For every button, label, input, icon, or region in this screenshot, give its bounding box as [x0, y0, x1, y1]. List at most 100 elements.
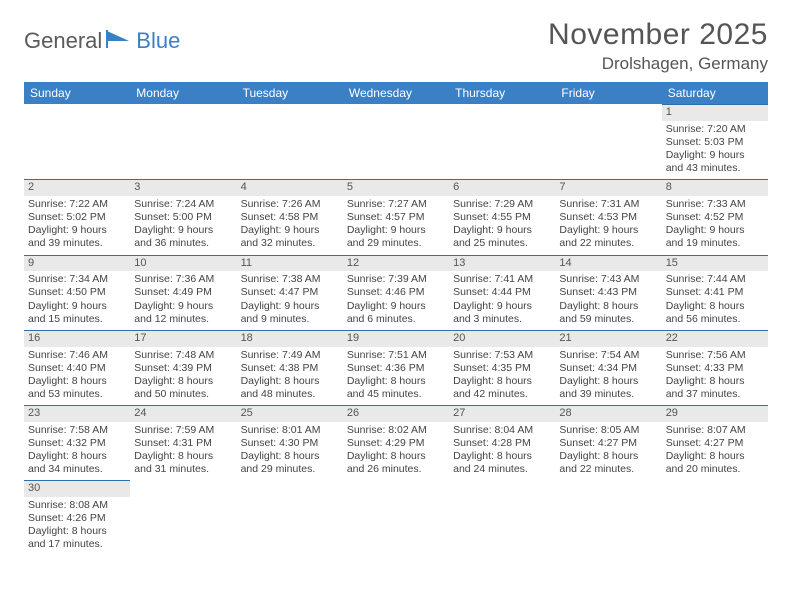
day-header: Friday — [555, 82, 661, 104]
calendar-week: 23Sunrise: 7:58 AMSunset: 4:32 PMDayligh… — [24, 405, 768, 480]
calendar-cell: 7Sunrise: 7:31 AMSunset: 4:53 PMDaylight… — [555, 179, 661, 254]
sunrise-line: Sunrise: 8:05 AM — [559, 424, 657, 437]
day-number: 4 — [237, 179, 343, 196]
day-details: Sunrise: 7:51 AMSunset: 4:36 PMDaylight:… — [343, 347, 449, 406]
sunrise-line: Sunrise: 7:51 AM — [347, 349, 445, 362]
day-header: Thursday — [449, 82, 555, 104]
calendar-cell — [237, 104, 343, 179]
sunset-line: Sunset: 4:27 PM — [666, 437, 764, 450]
day-details: Sunrise: 7:39 AMSunset: 4:46 PMDaylight:… — [343, 271, 449, 330]
day-details: Sunrise: 7:29 AMSunset: 4:55 PMDaylight:… — [449, 196, 555, 255]
calendar-cell: 9Sunrise: 7:34 AMSunset: 4:50 PMDaylight… — [24, 255, 130, 330]
sunset-line: Sunset: 4:46 PM — [347, 286, 445, 299]
daylight-line: and 3 minutes. — [453, 313, 551, 326]
calendar-cell: 22Sunrise: 7:56 AMSunset: 4:33 PMDayligh… — [662, 330, 768, 405]
sunrise-line: Sunrise: 7:34 AM — [28, 273, 126, 286]
daylight-line: Daylight: 9 hours — [28, 224, 126, 237]
calendar-cell — [449, 480, 555, 555]
daylight-line: and 22 minutes. — [559, 463, 657, 476]
daylight-line: and 20 minutes. — [666, 463, 764, 476]
sunset-line: Sunset: 4:31 PM — [134, 437, 232, 450]
daylight-line: and 6 minutes. — [347, 313, 445, 326]
calendar-cell: 21Sunrise: 7:54 AMSunset: 4:34 PMDayligh… — [555, 330, 661, 405]
day-details: Sunrise: 7:38 AMSunset: 4:47 PMDaylight:… — [237, 271, 343, 330]
calendar-table: SundayMondayTuesdayWednesdayThursdayFrid… — [24, 82, 768, 556]
day-number: 1 — [662, 104, 768, 121]
day-header: Sunday — [24, 82, 130, 104]
daylight-line: and 37 minutes. — [666, 388, 764, 401]
daylight-line: and 32 minutes. — [241, 237, 339, 250]
day-number: 18 — [237, 330, 343, 347]
daylight-line: Daylight: 9 hours — [559, 224, 657, 237]
daylight-line: Daylight: 8 hours — [666, 450, 764, 463]
day-header: Wednesday — [343, 82, 449, 104]
calendar-cell — [343, 480, 449, 555]
sunrise-line: Sunrise: 7:49 AM — [241, 349, 339, 362]
sunset-line: Sunset: 4:49 PM — [134, 286, 232, 299]
calendar-cell: 26Sunrise: 8:02 AMSunset: 4:29 PMDayligh… — [343, 405, 449, 480]
sunrise-line: Sunrise: 7:59 AM — [134, 424, 232, 437]
sunrise-line: Sunrise: 7:46 AM — [28, 349, 126, 362]
sunset-line: Sunset: 4:29 PM — [347, 437, 445, 450]
day-number: 11 — [237, 255, 343, 272]
sunrise-line: Sunrise: 7:22 AM — [28, 198, 126, 211]
sunset-line: Sunset: 4:33 PM — [666, 362, 764, 375]
day-number: 14 — [555, 255, 661, 272]
daylight-line: Daylight: 8 hours — [347, 450, 445, 463]
calendar-cell: 27Sunrise: 8:04 AMSunset: 4:28 PMDayligh… — [449, 405, 555, 480]
sunrise-line: Sunrise: 7:43 AM — [559, 273, 657, 286]
sunset-line: Sunset: 4:53 PM — [559, 211, 657, 224]
day-details: Sunrise: 8:01 AMSunset: 4:30 PMDaylight:… — [237, 422, 343, 481]
sunset-line: Sunset: 4:41 PM — [666, 286, 764, 299]
sunset-line: Sunset: 4:57 PM — [347, 211, 445, 224]
sunrise-line: Sunrise: 8:01 AM — [241, 424, 339, 437]
calendar-cell: 5Sunrise: 7:27 AMSunset: 4:57 PMDaylight… — [343, 179, 449, 254]
sunrise-line: Sunrise: 7:27 AM — [347, 198, 445, 211]
sunrise-line: Sunrise: 8:02 AM — [347, 424, 445, 437]
calendar-cell: 29Sunrise: 8:07 AMSunset: 4:27 PMDayligh… — [662, 405, 768, 480]
daylight-line: Daylight: 8 hours — [28, 375, 126, 388]
daylight-line: and 36 minutes. — [134, 237, 232, 250]
logo-text-general: General — [24, 28, 102, 54]
day-details: Sunrise: 8:02 AMSunset: 4:29 PMDaylight:… — [343, 422, 449, 481]
sunset-line: Sunset: 4:36 PM — [347, 362, 445, 375]
day-details: Sunrise: 7:54 AMSunset: 4:34 PMDaylight:… — [555, 347, 661, 406]
calendar-cell: 20Sunrise: 7:53 AMSunset: 4:35 PMDayligh… — [449, 330, 555, 405]
sunset-line: Sunset: 4:39 PM — [134, 362, 232, 375]
day-number: 8 — [662, 179, 768, 196]
daylight-line: and 34 minutes. — [28, 463, 126, 476]
calendar-cell — [555, 480, 661, 555]
calendar-week: 16Sunrise: 7:46 AMSunset: 4:40 PMDayligh… — [24, 330, 768, 405]
daylight-line: and 39 minutes. — [28, 237, 126, 250]
day-number: 2 — [24, 179, 130, 196]
daylight-line: and 48 minutes. — [241, 388, 339, 401]
header: General Blue November 2025 Drolshagen, G… — [24, 18, 768, 74]
sunrise-line: Sunrise: 7:26 AM — [241, 198, 339, 211]
sunset-line: Sunset: 4:30 PM — [241, 437, 339, 450]
daylight-line: and 25 minutes. — [453, 237, 551, 250]
daylight-line: and 26 minutes. — [347, 463, 445, 476]
daylight-line: Daylight: 8 hours — [347, 375, 445, 388]
daylight-line: and 59 minutes. — [559, 313, 657, 326]
day-details: Sunrise: 7:46 AMSunset: 4:40 PMDaylight:… — [24, 347, 130, 406]
calendar-cell: 17Sunrise: 7:48 AMSunset: 4:39 PMDayligh… — [130, 330, 236, 405]
title-block: November 2025 Drolshagen, Germany — [548, 18, 768, 74]
day-details: Sunrise: 7:27 AMSunset: 4:57 PMDaylight:… — [343, 196, 449, 255]
daylight-line: Daylight: 9 hours — [453, 300, 551, 313]
daylight-line: and 42 minutes. — [453, 388, 551, 401]
calendar-cell: 28Sunrise: 8:05 AMSunset: 4:27 PMDayligh… — [555, 405, 661, 480]
day-details: Sunrise: 7:34 AMSunset: 4:50 PMDaylight:… — [24, 271, 130, 330]
day-details: Sunrise: 7:43 AMSunset: 4:43 PMDaylight:… — [555, 271, 661, 330]
daylight-line: Daylight: 9 hours — [347, 300, 445, 313]
daylight-line: Daylight: 9 hours — [666, 149, 764, 162]
daylight-line: and 29 minutes. — [347, 237, 445, 250]
calendar-week: 30Sunrise: 8:08 AMSunset: 4:26 PMDayligh… — [24, 480, 768, 555]
sunrise-line: Sunrise: 8:07 AM — [666, 424, 764, 437]
day-details: Sunrise: 7:56 AMSunset: 4:33 PMDaylight:… — [662, 347, 768, 406]
calendar-cell: 10Sunrise: 7:36 AMSunset: 4:49 PMDayligh… — [130, 255, 236, 330]
daylight-line: and 22 minutes. — [559, 237, 657, 250]
calendar-cell — [24, 104, 130, 179]
sunset-line: Sunset: 4:35 PM — [453, 362, 551, 375]
day-number: 20 — [449, 330, 555, 347]
calendar-cell: 24Sunrise: 7:59 AMSunset: 4:31 PMDayligh… — [130, 405, 236, 480]
